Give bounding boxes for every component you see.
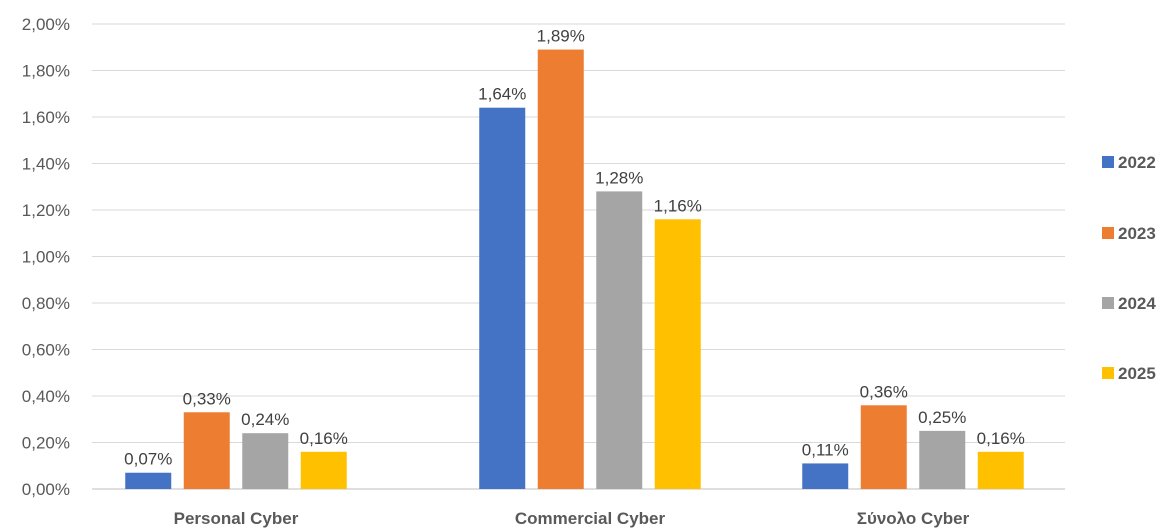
y-tick-label: 1,80% (22, 62, 70, 81)
legend: 2022 2023 2024 2025 (1102, 153, 1156, 383)
bars (125, 49, 1024, 490)
y-tick-label: 1,40% (22, 155, 70, 174)
data-label: 0,11% (802, 440, 849, 459)
data-label: 0,24% (241, 410, 289, 429)
legend-label: 2025 (1118, 364, 1156, 383)
bar (125, 472, 172, 489)
legend-swatch (1102, 156, 1114, 168)
data-label: 0,33% (183, 389, 231, 408)
data-label: 0,16% (300, 429, 348, 448)
data-label: 1,16% (654, 196, 702, 215)
legend-swatch (1102, 297, 1114, 309)
category-label: Σύνολο Cyber (857, 509, 970, 528)
data-label: 0,07% (124, 450, 172, 469)
data-label: 0,36% (860, 382, 908, 401)
y-axis-ticks: 0,00% 0,20% 0,40% 0,60% 0,80% 1,00% 1,20% 1,40%… (22, 15, 70, 499)
legend-label: 2024 (1118, 294, 1156, 313)
legend-label: 2022 (1118, 153, 1156, 172)
data-label: 1,28% (595, 168, 643, 187)
y-tick-label: 0,80% (22, 294, 70, 313)
y-tick-label: 0,20% (22, 434, 70, 453)
bar (300, 451, 347, 489)
bar (537, 49, 584, 489)
bar (802, 463, 849, 489)
bar (596, 191, 643, 489)
data-label: 0,16% (977, 429, 1025, 448)
y-tick-label: 0,60% (22, 341, 70, 360)
legend-swatch (1102, 367, 1114, 379)
legend-label: 2023 (1118, 224, 1156, 243)
data-label: 0,25% (918, 408, 966, 427)
y-tick-label: 1,60% (22, 108, 70, 127)
data-label: 1,89% (537, 27, 585, 46)
y-tick-label: 2,00% (22, 15, 70, 34)
bar (479, 107, 526, 489)
category-label: Personal Cyber (174, 509, 299, 528)
category-label: Commercial Cyber (515, 509, 666, 528)
bar (860, 405, 907, 489)
category-labels: Personal Cyber Commercial Cyber Σύνολο Cyb… (174, 509, 970, 528)
bar (183, 412, 230, 489)
bar (654, 219, 701, 490)
bar (977, 451, 1024, 489)
bar (242, 433, 289, 489)
bar (919, 430, 966, 489)
y-tick-label: 0,00% (22, 480, 70, 499)
legend-swatch (1102, 227, 1114, 239)
data-label: 1,64% (478, 85, 526, 104)
y-tick-label: 1,00% (22, 248, 70, 267)
y-tick-label: 0,40% (22, 387, 70, 406)
data-labels: 0,07% 0,33% 0,24% 0,16% 1,64% 1,89% 1,28% 1,16%… (124, 27, 1025, 469)
y-tick-label: 1,20% (22, 201, 70, 220)
